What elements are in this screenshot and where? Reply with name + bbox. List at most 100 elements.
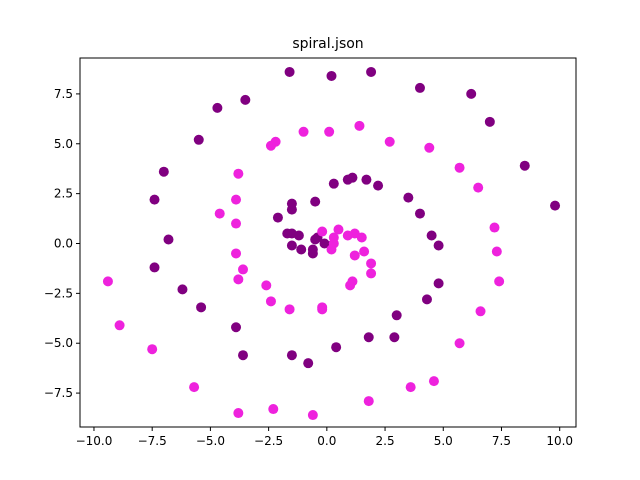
series-1-point <box>231 322 242 333</box>
series-1-point <box>284 66 295 77</box>
series-1-point <box>193 134 204 145</box>
x-tick-label: −5.0 <box>196 434 225 448</box>
series-1-point <box>240 94 251 105</box>
y-tick-label: 5.0 <box>54 137 73 151</box>
series-2-point <box>354 120 365 131</box>
series-2-point <box>424 142 435 153</box>
series-2-point <box>231 218 242 229</box>
series-1-point <box>550 200 561 211</box>
series-2-point <box>454 338 465 349</box>
series-2-point <box>233 274 244 285</box>
series-2-point <box>284 304 295 315</box>
y-tick-label: −5.0 <box>44 336 73 350</box>
series-1-point <box>286 240 297 251</box>
series-2-point <box>366 258 377 269</box>
series-2-point <box>317 226 328 237</box>
series-1-point <box>293 230 304 241</box>
series-2-point <box>265 296 276 307</box>
series-1-point <box>212 102 223 113</box>
series-1-point <box>310 196 321 207</box>
series-1-point <box>366 66 377 77</box>
series-2-point <box>231 194 242 205</box>
series-2-point <box>324 126 335 137</box>
series-2-point <box>347 276 358 287</box>
series-1-point <box>519 160 530 171</box>
series-1-point <box>286 350 297 361</box>
series-1-point <box>403 192 414 203</box>
series-2-point <box>328 238 339 249</box>
y-tick-label: −7.5 <box>44 386 73 400</box>
series-2-point <box>454 162 465 173</box>
series-1-point <box>426 230 437 241</box>
series-1-point <box>286 204 297 215</box>
series-2-point <box>268 404 279 415</box>
series-2-point <box>428 376 439 387</box>
y-tick-label: 2.5 <box>54 187 73 201</box>
series-2-point <box>349 250 360 261</box>
x-tick-label: −10.0 <box>76 434 113 448</box>
series-2-point <box>363 396 374 407</box>
series-2-point <box>342 230 353 241</box>
x-tick-label: 2.5 <box>376 434 395 448</box>
series-2-point <box>214 208 225 219</box>
series-1-point <box>238 350 248 361</box>
series-2-point <box>317 304 328 315</box>
series-1-point <box>363 332 374 343</box>
series-2-point <box>491 246 502 257</box>
series-1-point <box>149 194 160 205</box>
series-1-point <box>414 208 425 219</box>
series-2-point <box>333 224 344 235</box>
series-2-point <box>114 320 125 331</box>
series-1-point <box>326 70 337 81</box>
series-1-point <box>331 342 342 353</box>
x-tick-label: −2.5 <box>254 434 283 448</box>
series-1-point <box>328 178 339 189</box>
series-2-point <box>261 280 272 291</box>
series-2-point <box>189 382 200 393</box>
series-1-point <box>373 180 384 191</box>
y-tick-label: −2.5 <box>44 286 73 300</box>
series-2-point <box>102 276 113 287</box>
series-2-point <box>298 126 309 137</box>
series-1-point <box>196 302 207 313</box>
series-2-point <box>270 136 281 147</box>
series-2-point <box>359 246 370 257</box>
series-1-point <box>433 278 444 289</box>
series-1-point <box>433 240 444 251</box>
series-1-point <box>177 284 188 295</box>
series-2-point <box>231 248 242 259</box>
plot-frame <box>79 57 577 428</box>
series-1-point <box>163 234 174 245</box>
series-1-point <box>484 116 495 127</box>
series-2-point <box>233 168 244 179</box>
y-tick-label: 7.5 <box>54 87 73 101</box>
series-1-point <box>389 332 400 343</box>
series-1-point <box>296 244 307 255</box>
series-2-point <box>489 222 500 233</box>
series-2-point <box>384 136 395 147</box>
series-1-point <box>414 82 425 93</box>
series-2-point <box>475 306 486 317</box>
series-2-point <box>473 182 484 193</box>
series-2-point <box>494 276 505 287</box>
x-tick-label: 0.0 <box>317 434 336 448</box>
x-tick-label: 5.0 <box>434 434 453 448</box>
series-2-point <box>147 344 158 355</box>
points-layer <box>102 66 561 421</box>
series-1-point <box>466 88 477 99</box>
series-2-point <box>238 264 248 275</box>
x-axis: −10.0 −7.5 −5.0 −2.5 0.0 2.5 5.0 7.5 10.0 <box>76 427 573 448</box>
y-axis: −7.5 −5.0 −2.5 0.0 2.5 5.0 7.5 <box>44 87 80 400</box>
series-1-point <box>391 310 402 321</box>
series-2-point <box>233 408 244 419</box>
x-tick-label: 7.5 <box>492 434 511 448</box>
chart-title: spiral.json <box>292 36 363 52</box>
series-1-point <box>361 174 372 185</box>
x-tick-label: 10.0 <box>546 434 573 448</box>
series-1-point <box>421 294 432 305</box>
series-2-point <box>307 410 318 421</box>
series-2-point <box>366 268 377 279</box>
series-1-point <box>272 212 283 223</box>
series-2-point <box>405 382 416 393</box>
